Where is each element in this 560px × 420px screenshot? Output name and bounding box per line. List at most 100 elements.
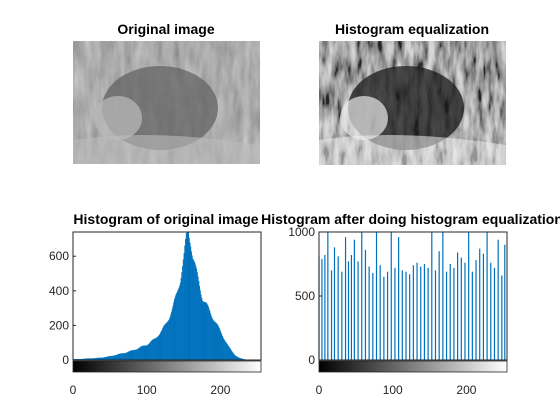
hist-original-bar: [88, 358, 90, 360]
hist-equalized-bar: [445, 271, 448, 360]
hist-original-bar: [207, 304, 209, 360]
hist-equalized-bar: [482, 253, 485, 360]
hist-original-bar: [238, 357, 240, 360]
hist-original-bar: [173, 302, 175, 360]
hist-equalized-bar: [327, 232, 329, 360]
hist-original-bar: [205, 302, 207, 360]
histogram-equalized: Histogram after doing histogram equaliza…: [261, 211, 560, 397]
hist-original-bar: [110, 355, 112, 360]
hist-original-bar: [164, 324, 166, 360]
hist-original-bar: [192, 258, 194, 360]
hist-original-bar: [214, 321, 216, 360]
hist-original-bar: [83, 358, 85, 360]
hist-original-bar: [172, 305, 174, 360]
hist-original-bar: [171, 311, 173, 360]
hist-original-bar: [233, 354, 235, 360]
hist-original-bar: [230, 348, 232, 360]
hist-original-bar: [199, 285, 201, 360]
hist-original-bar: [223, 338, 225, 360]
hist-original-bar: [168, 318, 170, 360]
hist-original-bar: [187, 232, 189, 360]
original-image: [73, 41, 260, 164]
hist-equalized-bar: [375, 232, 378, 360]
hist-original-bar: [195, 265, 197, 360]
hist-original-bar: [234, 355, 236, 360]
plot-box-original: [72, 231, 262, 361]
hist-original-bar: [202, 301, 204, 360]
hist-original-bar: [203, 301, 205, 360]
hist-original-bar: [193, 260, 195, 360]
hist-original-bar: [196, 272, 198, 360]
hist-original-bar: [226, 343, 228, 360]
hist-original-bar: [221, 334, 223, 360]
hist-original-bar: [241, 358, 243, 360]
hist-original-bar: [185, 233, 187, 360]
hist-original-bar: [162, 326, 164, 360]
hist-original-bar: [162, 328, 164, 360]
hist-original-bar: [153, 338, 155, 360]
hist-original-y-tick-label: 0: [62, 353, 69, 367]
hist-original-bar: [81, 358, 83, 360]
hist-original-bar: [113, 355, 115, 360]
hist-original-bar: [238, 357, 240, 360]
hist-equalized-bar: [423, 264, 426, 360]
hist-original-bar: [106, 356, 108, 360]
hist-original-bar: [114, 355, 116, 360]
hist-original-bar: [186, 232, 188, 360]
hist-original-bar: [111, 355, 113, 360]
hist-original-bar: [171, 308, 173, 360]
hist-original-bar: [103, 357, 105, 360]
hist-equalized-bar: [341, 271, 343, 360]
colorbar-equalized: [318, 360, 508, 373]
hist-original-bar: [200, 294, 202, 360]
hist-original-bar: [208, 308, 210, 360]
hist-equalized-bar: [460, 257, 462, 360]
hist-original-bar: [107, 356, 109, 360]
hist-original-bar: [84, 358, 86, 360]
hist-original-bar: [132, 350, 134, 360]
hist-original-y-tick-label: 200: [49, 318, 69, 332]
hist-original-bar: [154, 338, 156, 360]
hist-original-bar: [159, 332, 161, 360]
hist-original-bar: [140, 346, 142, 360]
hist-equalized-bar: [464, 262, 466, 360]
hist-original-bar: [137, 348, 139, 360]
hist-equalized-bar: [321, 258, 323, 360]
hist-equalized-bar: [468, 232, 470, 360]
hist-original-bar: [123, 353, 125, 360]
hist-original-bar: [219, 330, 221, 360]
hist-original-bar: [118, 353, 120, 360]
hist-original-bar: [229, 347, 231, 360]
hist-original-bar: [180, 277, 182, 360]
hist-equalized-bar: [324, 255, 326, 360]
hist-equalized-bar: [405, 271, 407, 360]
hist-equalized-bar: [353, 239, 355, 360]
hist-original-bar: [148, 343, 150, 360]
hist-original-bar: [89, 358, 91, 360]
hist-equalized-bar: [390, 232, 392, 360]
hist-original-bar: [154, 338, 156, 360]
hist-equalized-y-tick-label: 500: [295, 289, 315, 303]
hist-original-bar: [179, 282, 181, 360]
hist-original-bar: [240, 358, 242, 360]
hist-original-bar: [217, 325, 219, 360]
hist-original-bar: [145, 345, 147, 360]
hist-original-bar: [120, 353, 122, 360]
hist-original-bar: [131, 350, 133, 360]
hist-original-bar: [109, 356, 111, 360]
hist-equalized-x-tick-label: 100: [383, 383, 403, 397]
hist-original-bar: [146, 345, 148, 360]
hist-equalized-bar: [333, 247, 336, 360]
image-title-original: Original image: [117, 21, 214, 37]
hist-original-bar: [213, 321, 215, 360]
hist-equalized-bar: [453, 267, 455, 360]
hist-original-bar: [148, 343, 150, 360]
hist-equalized-bar: [398, 237, 400, 360]
hist-original-bar: [152, 339, 154, 360]
hist-original-bar: [103, 357, 105, 360]
hist-original-bar: [128, 351, 130, 360]
hist-original-bar: [220, 332, 222, 360]
hist-original-bar: [151, 340, 153, 360]
hist-original-bar: [99, 357, 101, 360]
hist-original-bar: [177, 289, 179, 360]
